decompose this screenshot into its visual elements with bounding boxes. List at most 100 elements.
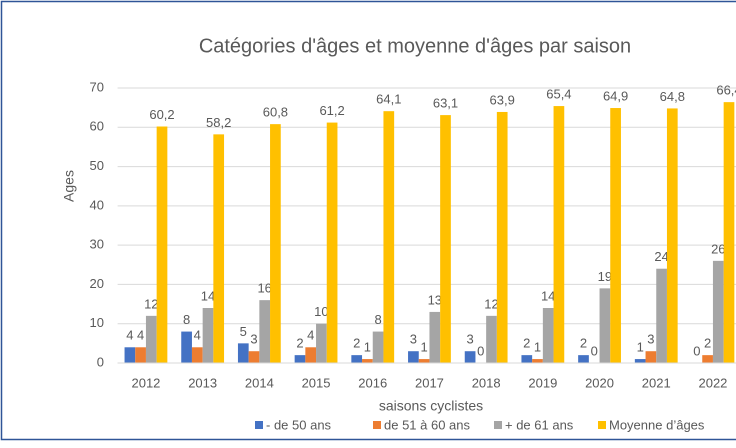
data-label: 0: [477, 343, 484, 358]
bar: [135, 347, 146, 363]
legend-swatch: [598, 421, 606, 429]
data-label: 1: [534, 340, 541, 355]
data-label: 2: [353, 336, 360, 351]
data-label: 2: [296, 336, 303, 351]
data-label: 3: [647, 332, 654, 347]
y-tick-label: 50: [90, 158, 104, 173]
data-label: 1: [420, 340, 427, 355]
bar: [440, 115, 451, 363]
data-label: 13: [428, 292, 442, 307]
bar: [656, 268, 667, 363]
data-label: 4: [307, 328, 314, 343]
bar: [599, 288, 611, 363]
bar: [634, 359, 646, 363]
y-tick-label: 20: [90, 276, 104, 291]
bar: [429, 311, 441, 363]
bar: [464, 351, 476, 363]
data-label: 1: [364, 340, 371, 355]
bar: [702, 355, 713, 363]
bar: [418, 359, 430, 363]
data-label: 0: [693, 343, 700, 358]
bar: [553, 106, 565, 364]
bar: [532, 359, 543, 363]
y-tick-label: 30: [90, 237, 104, 252]
data-label: 4: [137, 328, 144, 343]
data-label: 8: [374, 312, 381, 327]
data-label: 4: [194, 328, 201, 343]
data-label: 61,2: [319, 103, 344, 118]
chart-title: Catégories d'âges et moyenne d'âges par …: [199, 35, 631, 57]
bar: [542, 308, 554, 363]
y-tick-label: 40: [90, 197, 104, 212]
legend-label: - de 50 ans: [266, 417, 332, 432]
bar: [237, 343, 249, 363]
x-tick-label: 2017: [415, 375, 444, 390]
data-label: 60,8: [263, 105, 288, 120]
bar: [496, 111, 508, 363]
bar: [316, 323, 327, 363]
bar: [191, 347, 203, 363]
data-label: 5: [240, 324, 247, 339]
data-label: 60,2: [149, 107, 174, 122]
data-label: 66,4: [716, 83, 736, 98]
x-tick-label: 2013: [188, 375, 217, 390]
data-label: 8: [183, 312, 190, 327]
data-label: 14: [201, 288, 215, 303]
bar: [181, 331, 192, 363]
data-label: 65,4: [546, 87, 571, 102]
bar: [270, 124, 281, 364]
bar: [645, 351, 657, 363]
bar: [362, 359, 373, 363]
y-tick-label: 0: [97, 354, 104, 369]
data-label: 24: [654, 249, 668, 264]
bar: [521, 355, 533, 363]
bar: [666, 108, 678, 363]
data-label: 0: [591, 343, 598, 358]
data-label: 63,9: [490, 92, 515, 107]
data-label: 58,2: [206, 115, 231, 130]
y-tick-label: 60: [90, 119, 104, 134]
bar: [326, 122, 338, 363]
data-label: 63,1: [433, 96, 458, 111]
bar: [408, 351, 419, 363]
bar: [712, 260, 724, 363]
x-tick-label: 2020: [585, 375, 614, 390]
legend-label: de 51 à 60 ans: [384, 417, 471, 432]
data-label: 12: [484, 296, 498, 311]
data-label: 4: [126, 328, 133, 343]
bar: [578, 355, 589, 363]
data-label: 26: [711, 241, 725, 256]
y-axis-label: Ages: [61, 170, 77, 202]
bar: [610, 108, 621, 364]
bar: [202, 308, 214, 363]
legend-swatch: [494, 421, 502, 429]
legend-swatch: [255, 421, 263, 429]
x-tick-label: 2012: [131, 375, 160, 390]
data-label: 2: [523, 336, 530, 351]
legend-label: + de 61 ans: [505, 417, 574, 432]
bar: [294, 355, 306, 363]
x-tick-label: 2015: [302, 375, 331, 390]
bar: [305, 347, 317, 363]
bar: [486, 315, 497, 363]
data-label: 1: [637, 340, 644, 355]
data-label: 16: [257, 281, 271, 296]
y-tick-label: 10: [90, 315, 104, 330]
data-label: 12: [144, 296, 158, 311]
data-label: 64,1: [376, 92, 401, 107]
data-label: 3: [410, 332, 417, 347]
bar: [351, 355, 363, 363]
bar: [124, 347, 136, 363]
data-label: 3: [466, 332, 473, 347]
x-tick-label: 2016: [358, 375, 387, 390]
x-tick-label: 2022: [698, 375, 727, 390]
bar: [723, 102, 735, 364]
x-tick-label: 2018: [472, 375, 501, 390]
y-tick-label: 70: [90, 79, 104, 94]
data-label: 64,9: [603, 88, 628, 103]
bar: [383, 111, 395, 363]
x-tick-label: 2019: [528, 375, 557, 390]
bar: [213, 134, 225, 363]
x-axis-label: saisons cyclistes: [379, 398, 483, 414]
